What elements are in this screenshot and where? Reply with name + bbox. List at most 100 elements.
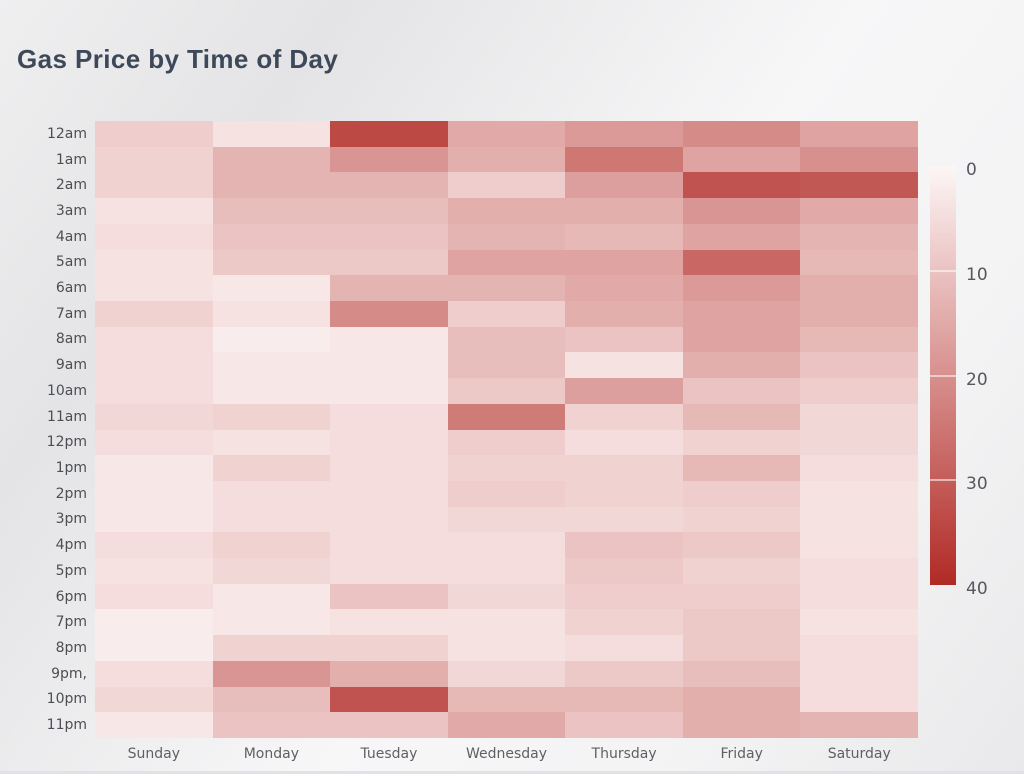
heatmap-cell[interactable]	[330, 403, 448, 430]
heatmap-cell[interactable]	[682, 712, 801, 738]
heatmap-cell[interactable]	[565, 558, 683, 584]
heatmap-cell[interactable]	[800, 121, 918, 147]
heatmap-cell[interactable]	[330, 121, 448, 147]
heatmap-cell[interactable]	[447, 506, 566, 533]
heatmap-cell[interactable]	[447, 558, 566, 584]
heatmap-cell[interactable]	[212, 532, 331, 559]
heatmap-cell[interactable]	[800, 532, 918, 559]
heatmap-cell[interactable]	[447, 326, 566, 353]
heatmap-cell[interactable]	[447, 300, 566, 327]
heatmap-cell[interactable]	[682, 249, 801, 276]
heatmap-cell[interactable]	[330, 378, 448, 404]
heatmap-cell[interactable]	[95, 352, 213, 379]
heatmap-cell[interactable]	[212, 609, 331, 636]
heatmap-cell[interactable]	[95, 712, 213, 738]
heatmap-cell[interactable]	[212, 583, 331, 610]
heatmap-cell[interactable]	[330, 712, 448, 738]
heatmap-cell[interactable]	[95, 532, 213, 559]
heatmap-cell[interactable]	[95, 249, 213, 276]
heatmap-cell[interactable]	[565, 198, 683, 224]
heatmap-cell[interactable]	[330, 223, 448, 250]
heatmap-cell[interactable]	[212, 300, 331, 327]
heatmap-cell[interactable]	[447, 532, 566, 559]
heatmap-cell[interactable]	[330, 506, 448, 533]
heatmap-cell[interactable]	[95, 172, 213, 199]
heatmap-cell[interactable]	[212, 455, 331, 481]
heatmap-cell[interactable]	[682, 198, 801, 224]
heatmap-cell[interactable]	[682, 300, 801, 327]
heatmap-cell[interactable]	[800, 712, 918, 738]
heatmap-cell[interactable]	[800, 146, 918, 173]
heatmap-cell[interactable]	[330, 300, 448, 327]
heatmap-cell[interactable]	[330, 172, 448, 199]
heatmap-cell[interactable]	[330, 660, 448, 687]
heatmap-cell[interactable]	[330, 583, 448, 610]
heatmap-cell[interactable]	[95, 403, 213, 430]
heatmap-cell[interactable]	[565, 609, 683, 636]
heatmap-cell[interactable]	[565, 121, 683, 147]
heatmap-cell[interactable]	[800, 198, 918, 224]
heatmap-cell[interactable]	[800, 480, 918, 507]
heatmap-cell[interactable]	[447, 172, 566, 199]
heatmap-cell[interactable]	[565, 275, 683, 301]
heatmap-cell[interactable]	[565, 223, 683, 250]
heatmap-cell[interactable]	[447, 455, 566, 481]
heatmap-cell[interactable]	[95, 198, 213, 224]
heatmap-cell[interactable]	[682, 352, 801, 379]
heatmap-cell[interactable]	[682, 635, 801, 661]
heatmap-cell[interactable]	[212, 223, 331, 250]
heatmap-cell[interactable]	[447, 146, 566, 173]
heatmap-cell[interactable]	[565, 326, 683, 353]
heatmap-cell[interactable]	[800, 249, 918, 276]
heatmap-cell[interactable]	[682, 172, 801, 199]
heatmap-cell[interactable]	[447, 609, 566, 636]
heatmap-cell[interactable]	[212, 660, 331, 687]
heatmap-cell[interactable]	[682, 583, 801, 610]
heatmap-cell[interactable]	[95, 146, 213, 173]
heatmap-cell[interactable]	[330, 146, 448, 173]
heatmap-cell[interactable]	[212, 712, 331, 738]
heatmap-cell[interactable]	[565, 300, 683, 327]
heatmap-cell[interactable]	[565, 403, 683, 430]
heatmap-cell[interactable]	[565, 146, 683, 173]
heatmap-cell[interactable]	[330, 249, 448, 276]
heatmap-cell[interactable]	[447, 712, 566, 738]
heatmap-cell[interactable]	[330, 480, 448, 507]
heatmap-cell[interactable]	[565, 429, 683, 456]
heatmap-cell[interactable]	[95, 558, 213, 584]
heatmap-cell[interactable]	[447, 583, 566, 610]
heatmap-cell[interactable]	[330, 275, 448, 301]
heatmap-cell[interactable]	[95, 121, 213, 147]
heatmap-cell[interactable]	[800, 300, 918, 327]
heatmap-cell[interactable]	[447, 198, 566, 224]
heatmap-cell[interactable]	[95, 223, 213, 250]
heatmap-cell[interactable]	[565, 378, 683, 404]
heatmap-cell[interactable]	[447, 686, 566, 713]
heatmap-cell[interactable]	[682, 121, 801, 147]
heatmap-cell[interactable]	[212, 352, 331, 379]
heatmap-cell[interactable]	[682, 532, 801, 559]
heatmap-cell[interactable]	[212, 429, 331, 456]
heatmap-cell[interactable]	[800, 403, 918, 430]
heatmap-cell[interactable]	[565, 583, 683, 610]
heatmap-cell[interactable]	[447, 275, 566, 301]
heatmap-cell[interactable]	[800, 506, 918, 533]
heatmap-cell[interactable]	[95, 378, 213, 404]
heatmap-cell[interactable]	[330, 455, 448, 481]
heatmap-cell[interactable]	[447, 223, 566, 250]
heatmap-cell[interactable]	[330, 198, 448, 224]
heatmap-cell[interactable]	[682, 506, 801, 533]
heatmap-cell[interactable]	[447, 635, 566, 661]
heatmap-cell[interactable]	[682, 429, 801, 456]
heatmap-cell[interactable]	[682, 146, 801, 173]
heatmap-cell[interactable]	[95, 635, 213, 661]
heatmap-cell[interactable]	[447, 660, 566, 687]
heatmap-cell[interactable]	[682, 275, 801, 301]
heatmap-cell[interactable]	[95, 300, 213, 327]
heatmap-cell[interactable]	[800, 686, 918, 713]
heatmap-cell[interactable]	[800, 352, 918, 379]
heatmap-cell[interactable]	[565, 686, 683, 713]
heatmap-cell[interactable]	[95, 275, 213, 301]
heatmap-cell[interactable]	[95, 583, 213, 610]
heatmap-cell[interactable]	[565, 635, 683, 661]
